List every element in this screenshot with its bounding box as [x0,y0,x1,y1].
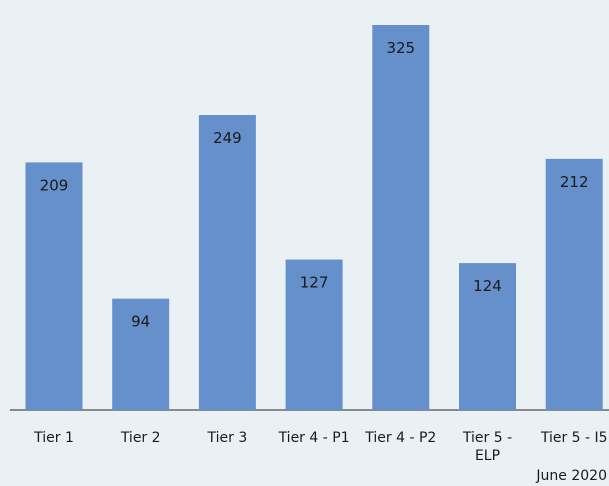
x-tick-label-6: Tier 5 - I5 [540,430,608,446]
bar-1 [112,298,170,410]
bar-value-label-4: 325 [386,39,415,57]
bar-value-label-2: 249 [213,129,242,147]
x-tick-label-3: Tier 4 - P1 [278,430,350,446]
bar-0 [25,162,83,410]
bar-3 [285,259,343,410]
bar-value-label-0: 209 [40,176,69,194]
x-tick-label-1: Tier 2 [120,430,161,446]
bar-value-label-6: 212 [560,173,589,191]
bar-4 [372,25,430,410]
bar-5 [459,263,516,410]
chart-date-note: June 2020 [536,468,607,484]
bar-value-label-1: 94 [131,313,150,331]
bar-value-label-5: 124 [473,277,502,295]
x-tick-label-2: Tier 3 [207,430,248,446]
x-tick-label-4: Tier 4 - P2 [364,430,436,446]
x-tick-label-0: Tier 1 [33,430,74,446]
bar-6 [545,158,603,410]
bar-value-label-3: 127 [300,274,329,292]
bar-2 [198,115,256,411]
x-tick-label-5: Tier 5 -ELP [462,430,512,464]
